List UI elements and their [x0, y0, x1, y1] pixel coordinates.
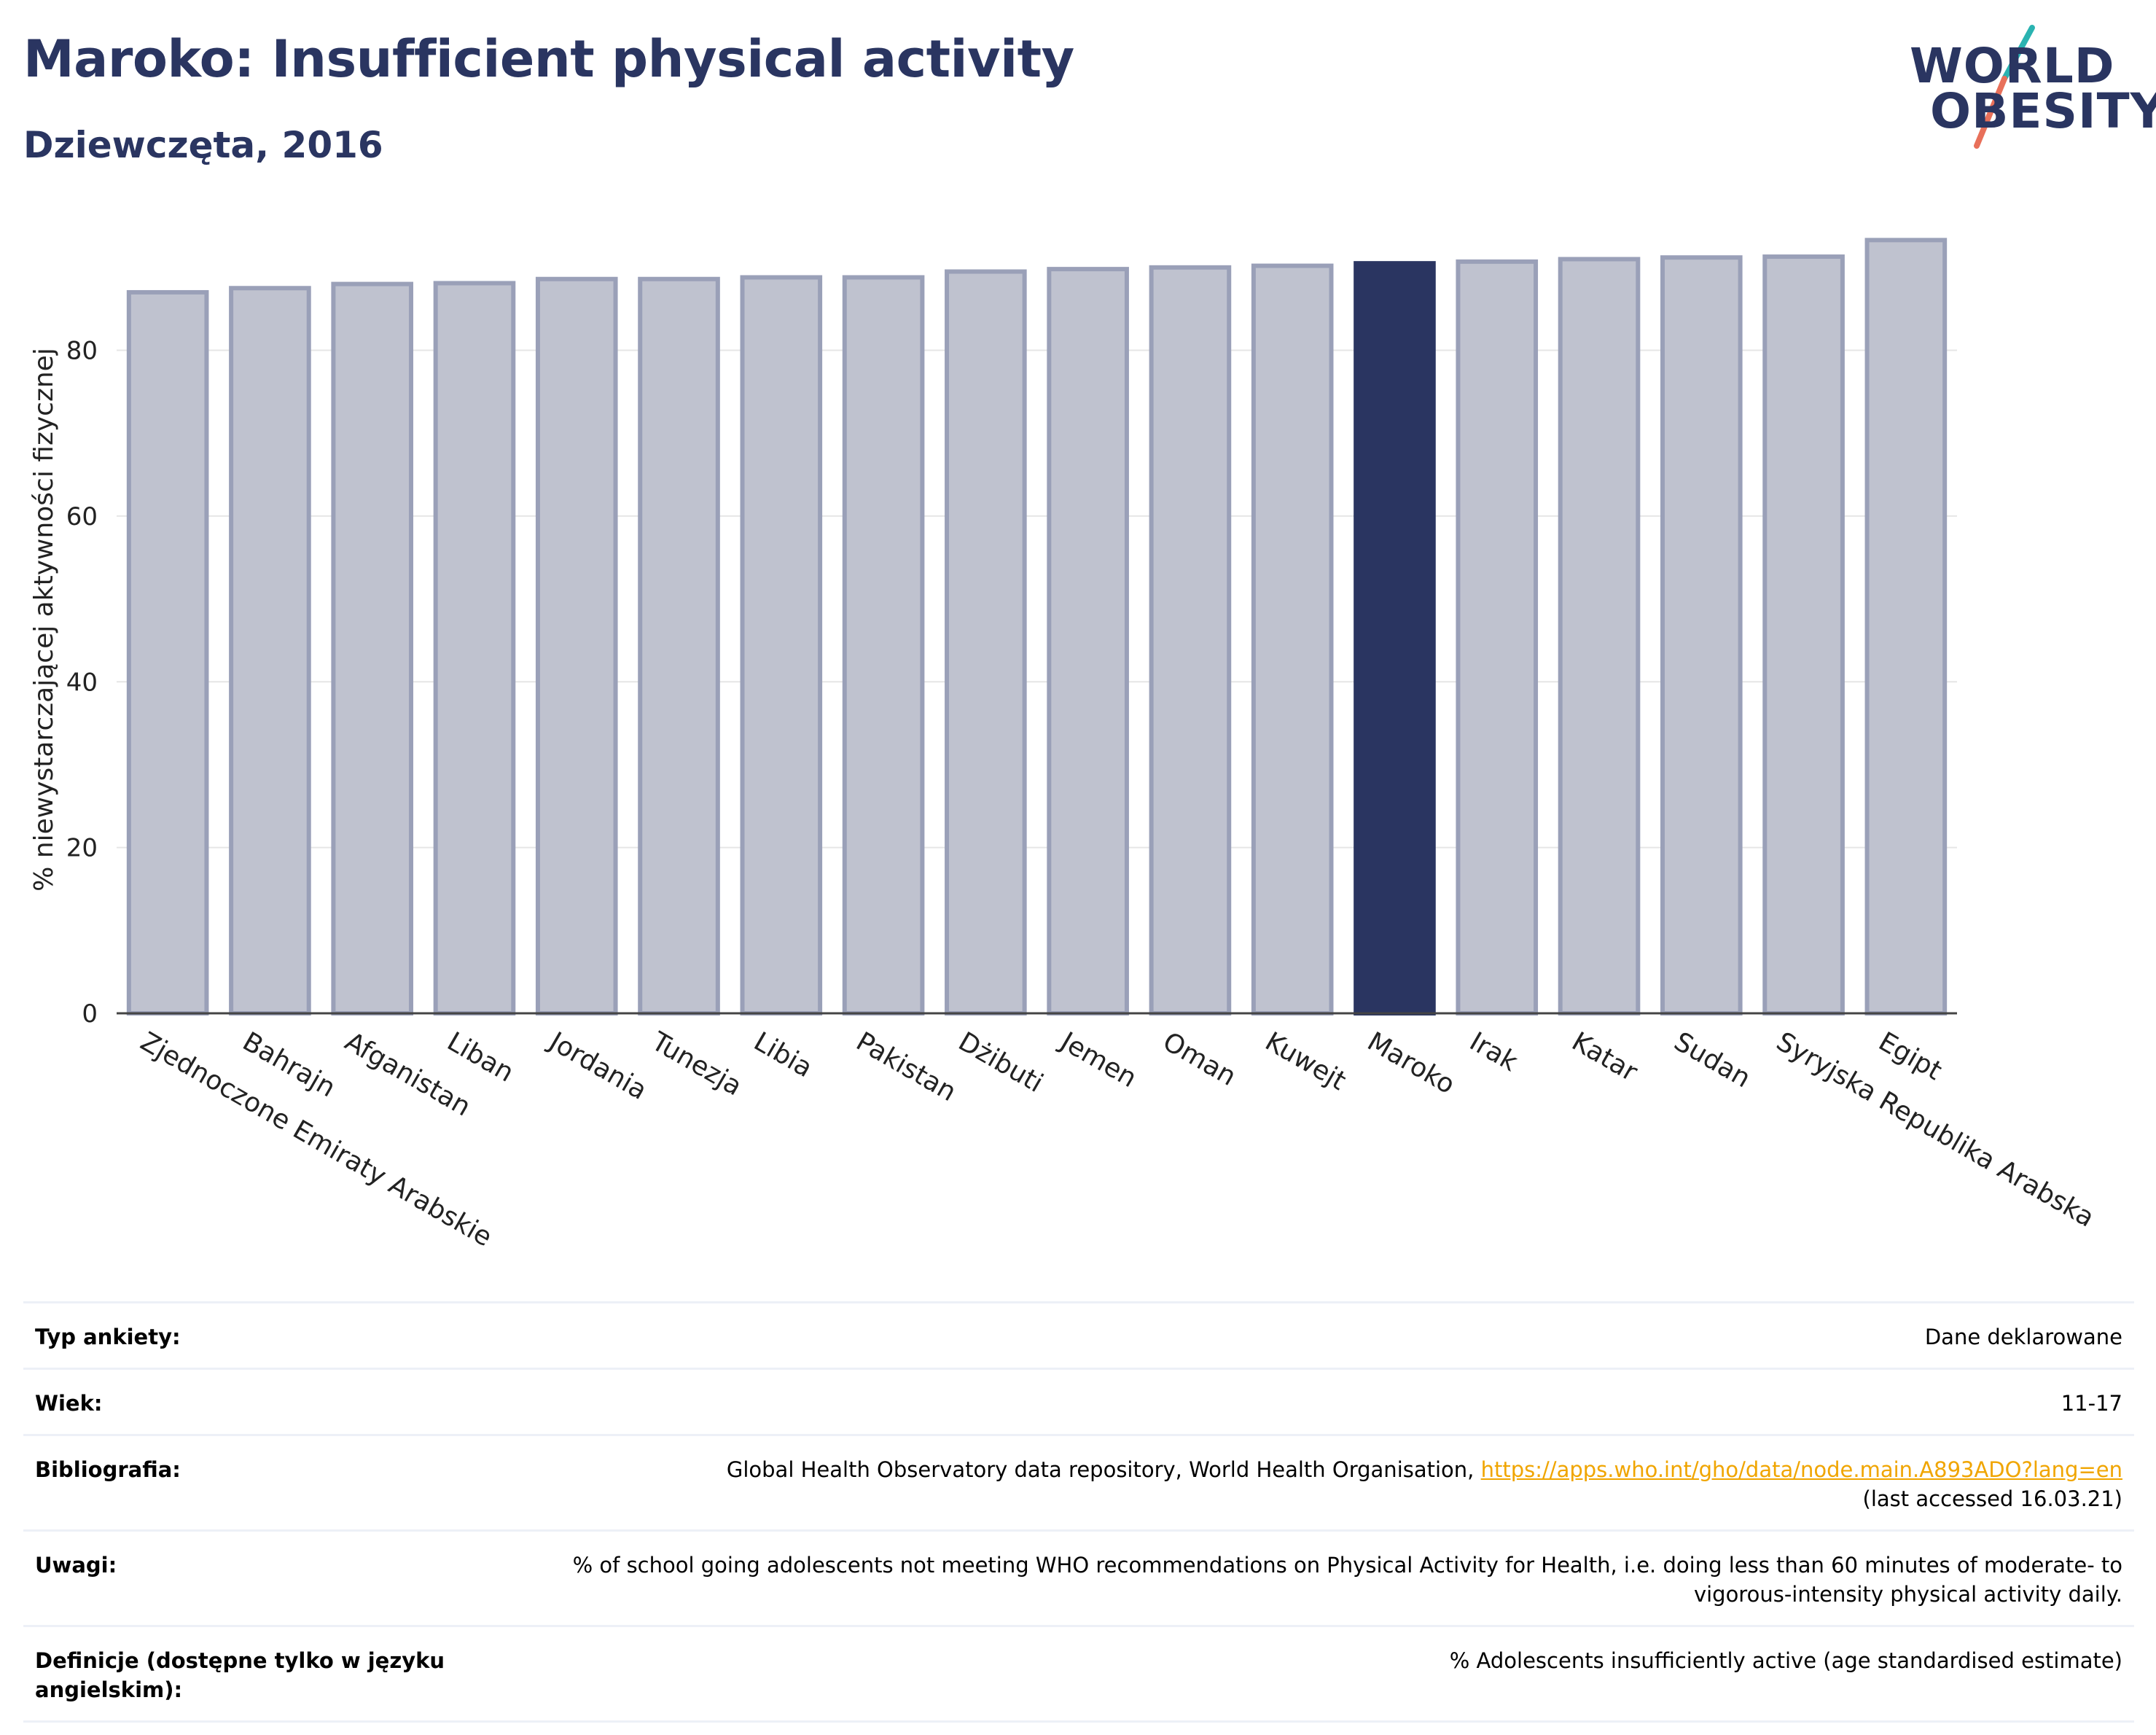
x-tick-label: Maroko	[1362, 1026, 1460, 1100]
bar	[1047, 267, 1129, 1016]
bar	[638, 276, 720, 1016]
bar	[331, 281, 413, 1016]
x-tick-label: Jordania	[543, 1026, 652, 1106]
metadata-value: % Adolescents insufficiently active (age…	[1449, 1648, 2122, 1673]
bar	[1558, 257, 1641, 1016]
metadata-label: Bibliografia:	[35, 1457, 181, 1482]
metadata-row: Bibliografia: Global Health Observatory d…	[23, 1434, 2134, 1529]
bar	[1251, 263, 1334, 1015]
page-title: Maroko: Insufficient physical activity	[23, 29, 1074, 89]
bar	[1456, 259, 1539, 1016]
x-tick-label: Pakistan	[851, 1026, 961, 1107]
bar	[1354, 261, 1436, 1016]
y-tick-label: 0	[82, 999, 98, 1029]
x-tick-label: Oman	[1157, 1026, 1241, 1092]
x-tick-label: Katar	[1567, 1026, 1643, 1088]
bar-chart: 0 20 40 60 80% niewystarczającej aktywności …	[29, 238, 2099, 1252]
x-tick-label: Libia	[749, 1026, 817, 1083]
metadata-label: Definicje (dostępne tylko w języku angie…	[35, 1648, 445, 1702]
metadata-label: Wiek:	[35, 1391, 103, 1416]
x-tick-label: Irak	[1464, 1026, 1523, 1077]
x-tick-label: Tunezja	[646, 1026, 747, 1102]
metadata-table: Typ ankiety: Dane deklarowane Wiek: 11-17 Bi…	[23, 1301, 2134, 1723]
bar	[740, 275, 823, 1016]
metadata-row: Typ ankiety: Dane deklarowane	[23, 1301, 2134, 1368]
metadata-row: Definicje (dostępne tylko w języku angie…	[23, 1625, 2134, 1723]
metadata-value: % of school going adolescents not meetin…	[572, 1553, 2122, 1607]
metadata-value: Global Health Observatory data repositor…	[726, 1457, 2122, 1511]
x-tick-label: Kuwejt	[1260, 1026, 1351, 1096]
logo-slash-icon	[1974, 25, 2035, 149]
metadata-value: Dane deklarowane	[1924, 1325, 2122, 1349]
x-tick-label: Jemen	[1054, 1026, 1141, 1093]
bar	[945, 269, 1027, 1016]
bar	[1660, 255, 1743, 1016]
bar	[229, 286, 311, 1015]
y-axis-label: % niewystarczającej aktywności fizycznej	[29, 348, 59, 892]
bar	[842, 275, 925, 1016]
metadata-value: 11-17	[2061, 1391, 2122, 1416]
x-tick-label: Dżibuti	[953, 1026, 1048, 1099]
source-link[interactable]: https://apps.who.int/gho/data/node.main.…	[1480, 1457, 2122, 1482]
y-tick-label: 40	[66, 668, 98, 697]
bar	[1149, 265, 1232, 1015]
bar	[535, 276, 618, 1016]
bar	[1864, 238, 1948, 1016]
page-subtitle: Dziewczęta, 2016	[23, 124, 383, 166]
bar	[433, 281, 516, 1016]
world-obesity-logo: WORLD OBESITY	[1895, 22, 2156, 153]
x-tick-label: Egipt	[1873, 1026, 1947, 1086]
metadata-label: Typ ankiety:	[35, 1325, 181, 1349]
bar	[126, 289, 209, 1015]
x-tick-label: Zjednoczone Emiraty Arabskie	[136, 1026, 497, 1252]
metadata-label: Uwagi:	[35, 1553, 117, 1578]
bar	[1762, 254, 1845, 1016]
y-tick-label: 20	[66, 834, 98, 863]
y-tick-label: 60	[66, 502, 98, 531]
logo-text-world: WORLD	[1910, 38, 2115, 94]
metadata-row: Uwagi: % of school going adolescents not …	[23, 1529, 2134, 1625]
logo-text-obesity: OBESITY	[1930, 83, 2156, 139]
metadata-row: Wiek: 11-17	[23, 1368, 2134, 1434]
x-tick-label: Sudan	[1669, 1026, 1756, 1093]
x-tick-label: Liban	[442, 1026, 518, 1088]
y-tick-label: 80	[66, 337, 98, 366]
